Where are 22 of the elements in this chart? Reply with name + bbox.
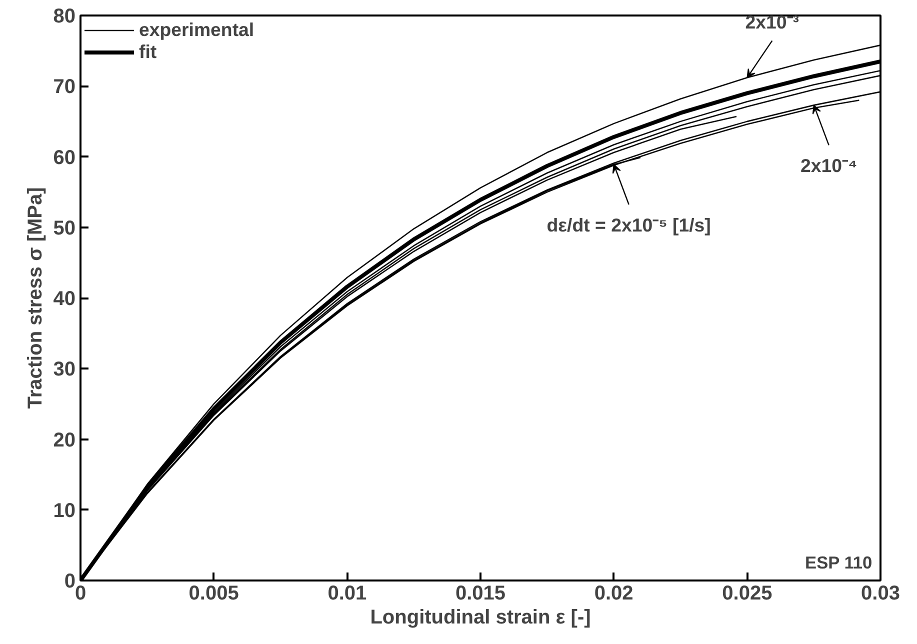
y-tick-label: 20 bbox=[53, 429, 76, 452]
annotation: 2x10⁻³ bbox=[745, 12, 800, 33]
legend-label: experimental bbox=[139, 19, 254, 41]
x-tick-label: 0.015 bbox=[455, 582, 506, 604]
annotation: 2x10⁻⁴ bbox=[800, 155, 858, 176]
x-axis-title: Longitudinal strain ε [-] bbox=[370, 606, 591, 628]
legend-label: fit bbox=[139, 41, 158, 63]
y-tick-label: 60 bbox=[53, 146, 76, 169]
y-tick-label: 80 bbox=[53, 6, 76, 28]
y-tick-label: 30 bbox=[53, 358, 76, 381]
x-tick-label: 0.02 bbox=[594, 582, 634, 604]
y-axis-title: Traction stress σ [MPa] bbox=[24, 187, 46, 409]
annotation: ESP 110 bbox=[805, 552, 872, 572]
y-tick-label: 10 bbox=[53, 500, 76, 522]
x-tick-label: 0.01 bbox=[328, 582, 367, 604]
y-tick-label: 50 bbox=[53, 217, 76, 240]
x-tick-label: 0.005 bbox=[188, 582, 239, 604]
x-tick-label: 0.03 bbox=[861, 582, 900, 604]
x-tick-label: 0.025 bbox=[722, 582, 772, 604]
y-tick-label: 40 bbox=[53, 288, 76, 310]
y-tick-label: 70 bbox=[53, 76, 76, 98]
annotation: dε/dt = 2x10⁻⁵ [1/s] bbox=[546, 214, 711, 236]
